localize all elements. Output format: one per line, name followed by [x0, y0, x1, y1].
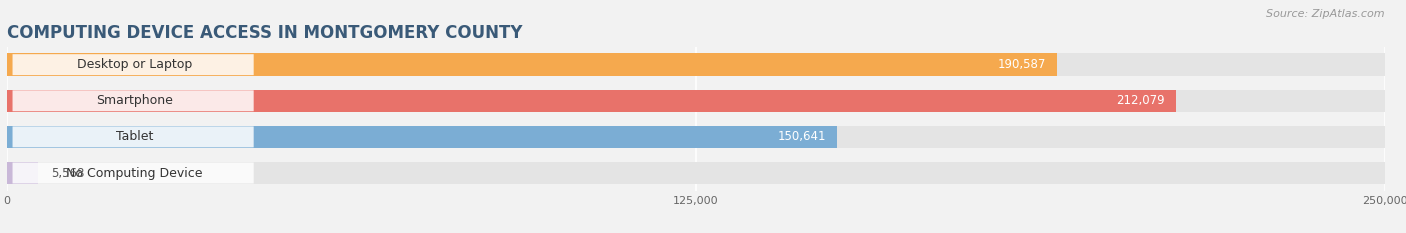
- FancyBboxPatch shape: [13, 127, 253, 147]
- Text: 190,587: 190,587: [998, 58, 1046, 71]
- Text: COMPUTING DEVICE ACCESS IN MONTGOMERY COUNTY: COMPUTING DEVICE ACCESS IN MONTGOMERY CO…: [7, 24, 523, 42]
- Bar: [7, 53, 1385, 76]
- Bar: [7, 126, 1385, 148]
- Bar: [7, 89, 1385, 112]
- Bar: [7, 162, 38, 184]
- Text: 5,568: 5,568: [52, 167, 84, 179]
- Text: Source: ZipAtlas.com: Source: ZipAtlas.com: [1267, 9, 1385, 19]
- FancyBboxPatch shape: [13, 163, 253, 183]
- FancyBboxPatch shape: [13, 54, 253, 75]
- Bar: [7, 162, 1385, 184]
- Text: 150,641: 150,641: [778, 130, 827, 143]
- Text: Desktop or Laptop: Desktop or Laptop: [77, 58, 193, 71]
- Text: 212,079: 212,079: [1116, 94, 1166, 107]
- FancyBboxPatch shape: [13, 90, 253, 111]
- Text: Smartphone: Smartphone: [96, 94, 173, 107]
- Bar: [7, 89, 1175, 112]
- Text: No Computing Device: No Computing Device: [66, 167, 202, 179]
- Bar: [7, 53, 1057, 76]
- Bar: [7, 126, 838, 148]
- Text: Tablet: Tablet: [115, 130, 153, 143]
